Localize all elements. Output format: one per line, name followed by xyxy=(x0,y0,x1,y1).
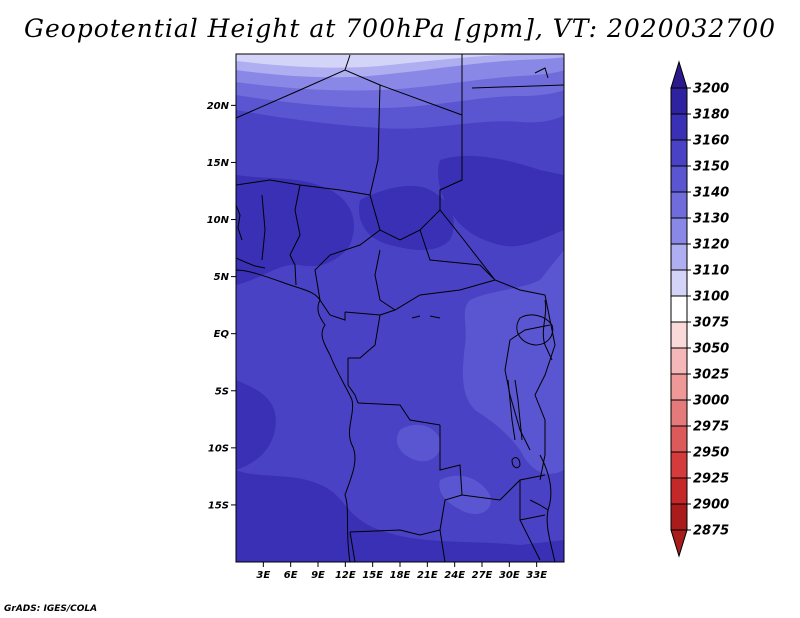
colorbar-label: 3180 xyxy=(693,108,729,123)
lon-tick-label: 6E xyxy=(284,570,298,581)
colorbar-segment xyxy=(670,451,688,479)
lakes xyxy=(411,67,554,511)
latitude-axis: 20N 15N 10N 5N EQ 5S 10S 15S xyxy=(207,101,236,511)
lat-tick-label: 20N xyxy=(207,101,230,112)
lat-tick-label: 5N xyxy=(214,272,230,283)
lon-tick-label: 15E xyxy=(362,570,383,581)
coastlines xyxy=(236,204,556,562)
colorbar-label: 2925 xyxy=(693,472,729,487)
colorbar-segment xyxy=(670,87,688,115)
lon-tick-label: 9E xyxy=(311,570,325,581)
contour-3140-se xyxy=(439,475,491,515)
colorbar-segment xyxy=(670,243,688,271)
colorbar-label: 2875 xyxy=(693,524,729,539)
lat-tick-label: 10S xyxy=(208,443,229,454)
colorbar-label: 3050 xyxy=(693,342,729,357)
lon-tick-label: 30E xyxy=(499,570,520,581)
colorbar-segment xyxy=(670,399,688,427)
colorbar-label: 3120 xyxy=(693,238,729,253)
colorbar-segment xyxy=(670,113,688,141)
colorbar-label: 3150 xyxy=(693,160,729,175)
colorbar-label: 2975 xyxy=(693,420,729,435)
colorbar-segment xyxy=(670,295,688,323)
map-title: Geopotential Height at 700hPa [gpm], VT:… xyxy=(23,14,777,43)
contour-3140-center xyxy=(396,424,441,462)
colorbar-label: 3200 xyxy=(693,82,729,97)
colorbar-segment xyxy=(670,347,688,375)
contour-3140-east xyxy=(462,250,564,474)
contour-3160-central xyxy=(359,185,454,250)
colorbar-segment xyxy=(670,373,688,401)
contour-3160-west xyxy=(236,175,354,285)
colorbar-label: 2950 xyxy=(693,446,729,461)
lon-tick-label: 18E xyxy=(390,570,411,581)
lat-tick-label: EQ xyxy=(214,329,230,340)
contour-3100-north xyxy=(236,54,520,68)
colorbar-label: 3000 xyxy=(693,394,729,409)
colorbar-label: 3140 xyxy=(693,186,729,201)
lon-tick-label: 12E xyxy=(335,570,356,581)
grads-credit: GrADS: IGES/COLA xyxy=(4,604,98,614)
colorbar-segment xyxy=(670,321,688,349)
contour-3160-east xyxy=(438,155,564,247)
lat-tick-label: 10N xyxy=(207,215,230,226)
colorbar-segment xyxy=(670,269,688,297)
contour-3160-south xyxy=(236,470,564,562)
colorbar-label: 2900 xyxy=(693,498,729,513)
colorbar-segment xyxy=(670,139,688,167)
lat-tick-label: 15S xyxy=(208,500,229,511)
colorbar-top-arrow xyxy=(670,60,688,89)
lat-tick-label: 5S xyxy=(215,386,229,397)
contour-3160-sw xyxy=(236,380,276,470)
colorbar-segment xyxy=(670,425,688,453)
lon-tick-label: 27E xyxy=(472,570,493,581)
map-plot-area xyxy=(236,54,564,562)
colorbar: 3200 3180 3160 3150 3140 3130 3120 3110 3100 3075… xyxy=(670,60,729,558)
lon-tick-label: 24E xyxy=(444,570,465,581)
colorbar-label: 3160 xyxy=(693,134,729,149)
lon-tick-label: 33E xyxy=(526,570,547,581)
colorbar-segment xyxy=(670,191,688,219)
colorbar-segment xyxy=(670,477,688,505)
colorbar-segment xyxy=(670,503,688,531)
colorbar-label: 3100 xyxy=(693,290,729,305)
colorbar-label: 3025 xyxy=(693,368,729,383)
colorbar-label: 3075 xyxy=(693,316,729,331)
lon-tick-label: 3E xyxy=(256,570,270,581)
colorbar-bottom-arrow xyxy=(670,529,688,558)
longitude-axis: 3E 6E 9E 12E 15E 18E 21E 24E 27E 30E 33E xyxy=(256,562,547,581)
colorbar-segment xyxy=(670,165,688,193)
lat-tick-label: 15N xyxy=(207,158,230,169)
lon-tick-label: 21E xyxy=(417,570,438,581)
colorbar-label: 3110 xyxy=(693,264,729,279)
colorbar-segment xyxy=(670,217,688,245)
country-borders xyxy=(236,54,564,562)
colorbar-label: 3130 xyxy=(693,212,729,227)
